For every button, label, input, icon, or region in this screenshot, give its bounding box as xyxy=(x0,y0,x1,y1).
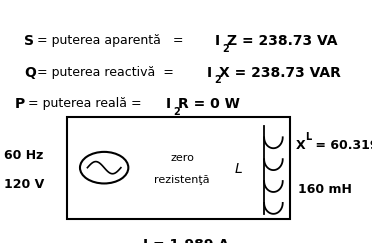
Text: S: S xyxy=(24,34,34,48)
Text: 160 mH: 160 mH xyxy=(298,183,352,196)
Text: I: I xyxy=(166,97,171,111)
Text: 120 V: 120 V xyxy=(4,178,44,191)
Text: P: P xyxy=(15,97,25,111)
Text: 60 Hz: 60 Hz xyxy=(4,149,43,162)
Text: 2: 2 xyxy=(173,107,180,117)
Text: L: L xyxy=(234,162,242,176)
Text: 2: 2 xyxy=(222,44,229,54)
Text: = puterea aparentă   =: = puterea aparentă = xyxy=(37,34,184,47)
Text: rezistenţă: rezistenţă xyxy=(154,175,210,185)
Text: zero: zero xyxy=(170,153,194,163)
Text: X: X xyxy=(296,139,305,152)
Text: X = 238.73 VAR: X = 238.73 VAR xyxy=(219,66,341,80)
Text: Z = 238.73 VA: Z = 238.73 VA xyxy=(227,34,337,48)
Bar xyxy=(67,117,290,219)
Text: 2: 2 xyxy=(214,75,221,85)
Text: = puterea reactivă  =: = puterea reactivă = xyxy=(37,66,174,78)
Text: = puterea reală =: = puterea reală = xyxy=(28,97,141,110)
Text: I: I xyxy=(215,34,220,48)
Text: = 60.319 Ω: = 60.319 Ω xyxy=(311,139,372,152)
Text: I = 1.989 A: I = 1.989 A xyxy=(143,238,229,243)
Text: L: L xyxy=(305,132,311,142)
Text: Q: Q xyxy=(24,66,36,80)
Text: I: I xyxy=(206,66,212,80)
Text: R = 0 W: R = 0 W xyxy=(178,97,240,111)
